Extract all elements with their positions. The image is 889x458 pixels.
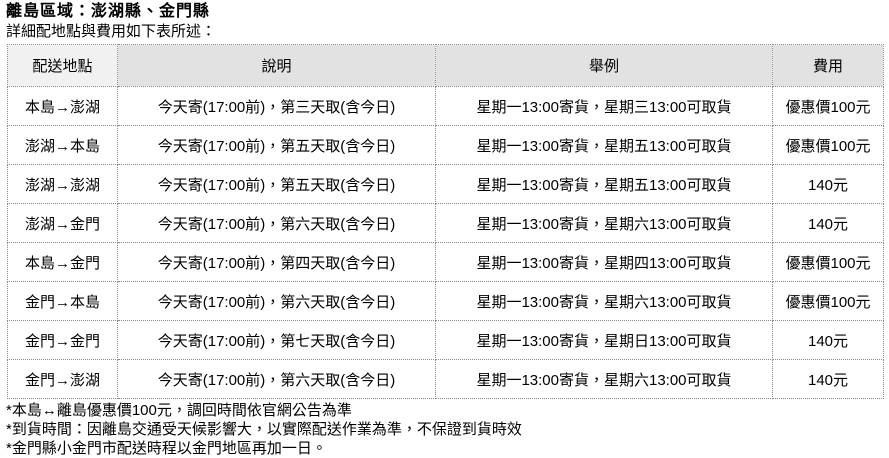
cell-example: 星期一13:00寄貨，星期五13:00可取貨 bbox=[435, 125, 773, 165]
cell-description: 今天寄(17:00前)，第三天取(含今日) bbox=[117, 86, 436, 126]
cell-route: 澎湖→本島 bbox=[7, 125, 118, 165]
cell-fee: 優惠價100元 bbox=[772, 281, 884, 321]
cell-example: 星期一13:00寄貨，星期六13:00可取貨 bbox=[435, 359, 773, 399]
cell-fee: 140元 bbox=[772, 164, 884, 204]
cell-fee: 140元 bbox=[772, 320, 884, 360]
table-header-row: 配送地點 說明 舉例 費用 bbox=[7, 44, 884, 87]
cell-route: 金門→本島 bbox=[7, 281, 118, 321]
cell-description: 今天寄(17:00前)，第五天取(含今日) bbox=[117, 125, 436, 165]
cell-example: 星期一13:00寄貨，星期五13:00可取貨 bbox=[435, 164, 773, 204]
footnotes: *本島↔離島優惠價100元，調回時間依官網公告為準 *到貨時間：因離島交通受天候影… bbox=[6, 401, 889, 458]
cell-route: 本島→澎湖 bbox=[7, 86, 118, 126]
cell-fee: 優惠價100元 bbox=[772, 242, 884, 282]
header-fee: 費用 bbox=[772, 44, 884, 87]
table-row: 澎湖→本島 今天寄(17:00前)，第五天取(含今日) 星期一13:00寄貨，星… bbox=[7, 125, 884, 165]
header-delivery-route: 配送地點 bbox=[7, 44, 118, 87]
header-description: 說明 bbox=[117, 44, 436, 87]
cell-fee: 140元 bbox=[772, 203, 884, 243]
footnote-line: *到貨時間：因離島交通受天候影響大，以實際配送作業為準，不保證到貨時效 bbox=[6, 421, 522, 438]
cell-example: 星期一13:00寄貨，星期日13:00可取貨 bbox=[435, 320, 773, 360]
delivery-fee-table: 配送地點 說明 舉例 費用 本島→澎湖 今天寄(17:00前)，第三天取(含今日… bbox=[7, 44, 884, 399]
table-body: 本島→澎湖 今天寄(17:00前)，第三天取(含今日) 星期一13:00寄貨，星… bbox=[7, 86, 884, 399]
cell-route: 澎湖→澎湖 bbox=[7, 164, 118, 204]
cell-route: 澎湖→金門 bbox=[7, 203, 118, 243]
cell-description: 今天寄(17:00前)，第七天取(含今日) bbox=[117, 320, 436, 360]
cell-example: 星期一13:00寄貨，星期三13:00可取貨 bbox=[435, 86, 773, 126]
cell-route: 金門→澎湖 bbox=[7, 359, 118, 399]
cell-fee: 優惠價100元 bbox=[772, 86, 884, 126]
cell-description: 今天寄(17:00前)，第六天取(含今日) bbox=[117, 359, 436, 399]
cell-description: 今天寄(17:00前)，第五天取(含今日) bbox=[117, 164, 436, 204]
table-row: 金門→本島 今天寄(17:00前)，第六天取(含今日) 星期一13:00寄貨，星… bbox=[7, 281, 884, 321]
table-row: 澎湖→澎湖 今天寄(17:00前)，第五天取(含今日) 星期一13:00寄貨，星… bbox=[7, 164, 884, 204]
cell-description: 今天寄(17:00前)，第六天取(含今日) bbox=[117, 281, 436, 321]
cell-fee: 140元 bbox=[772, 359, 884, 399]
page-subtitle: 詳細配地點與費用如下表所述： bbox=[6, 23, 217, 40]
cell-example: 星期一13:00寄貨，星期六13:00可取貨 bbox=[435, 203, 773, 243]
table-row: 金門→澎湖 今天寄(17:00前)，第六天取(含今日) 星期一13:00寄貨，星… bbox=[7, 359, 884, 399]
cell-example: 星期一13:00寄貨，星期六13:00可取貨 bbox=[435, 281, 773, 321]
cell-description: 今天寄(17:00前)，第四天取(含今日) bbox=[117, 242, 436, 282]
cell-fee: 優惠價100元 bbox=[772, 125, 884, 165]
table-row: 本島→金門 今天寄(17:00前)，第四天取(含今日) 星期一13:00寄貨，星… bbox=[7, 242, 884, 282]
footnote-line: *本島↔離島優惠價100元，調回時間依官網公告為準 bbox=[6, 402, 352, 419]
cell-route: 金門→金門 bbox=[7, 320, 118, 360]
cell-route: 本島→金門 bbox=[7, 242, 118, 282]
header-example: 舉例 bbox=[435, 44, 773, 87]
table-row: 本島→澎湖 今天寄(17:00前)，第三天取(含今日) 星期一13:00寄貨，星… bbox=[7, 86, 884, 126]
page-title: 離島區域：澎湖縣、金門縣 bbox=[6, 3, 211, 20]
table-row: 澎湖→金門 今天寄(17:00前)，第六天取(含今日) 星期一13:00寄貨，星… bbox=[7, 203, 884, 243]
cell-example: 星期一13:00寄貨，星期四13:00可取貨 bbox=[435, 242, 773, 282]
footnote-line: *金門縣小金門市配送時程以金門地區再加一日。 bbox=[6, 440, 327, 457]
cell-description: 今天寄(17:00前)，第六天取(含今日) bbox=[117, 203, 436, 243]
table-row: 金門→金門 今天寄(17:00前)，第七天取(含今日) 星期一13:00寄貨，星… bbox=[7, 320, 884, 360]
